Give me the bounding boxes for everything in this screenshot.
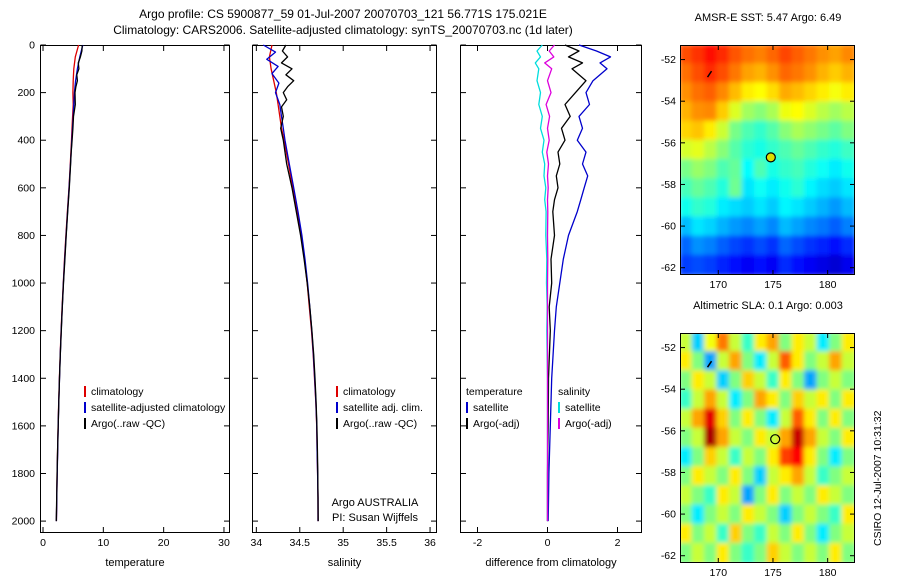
figure-title-line2: Climatology: CARS2006. Satellite-adjuste… xyxy=(113,23,573,37)
svg-text:-56: -56 xyxy=(661,137,676,149)
legend-item: Argo(..raw -QC) xyxy=(336,416,437,432)
legend-header: temperature xyxy=(466,386,523,398)
svg-text:1400: 1400 xyxy=(12,373,36,385)
svg-text:175: 175 xyxy=(764,567,782,579)
svg-text:-60: -60 xyxy=(661,509,676,521)
legend-item: climatology xyxy=(84,384,230,400)
svg-text:-60: -60 xyxy=(661,221,676,233)
difference-salinity-legend: salinity satellite Argo(-adj) xyxy=(558,384,612,432)
legend-item: satellite adj. clim. xyxy=(336,400,437,416)
legend-item: satellite-adjusted climatology xyxy=(84,400,230,416)
svg-text:1200: 1200 xyxy=(12,325,36,337)
svg-text:1600: 1600 xyxy=(12,420,36,432)
csiro-timestamp-watermark: CSIRO 12-Jul-2007 10:31:32 xyxy=(872,410,884,546)
svg-text:-54: -54 xyxy=(661,96,676,108)
svg-text:0: 0 xyxy=(29,40,35,52)
svg-text:34: 34 xyxy=(250,537,262,549)
salinity-axis-label: salinity xyxy=(327,557,362,569)
figure-title-line1: Argo profile: CS 5900877_59 01-Jul-2007 … xyxy=(139,7,547,21)
sla-map-panel: 170 175 180 -52 -54 -56 -58 -60 -62 xyxy=(661,333,855,579)
legend-color-sample xyxy=(84,418,86,429)
svg-text:35.5: 35.5 xyxy=(376,537,397,549)
legend-header: salinity xyxy=(558,386,591,398)
legend-item: climatology xyxy=(336,384,437,400)
svg-text:175: 175 xyxy=(764,279,782,291)
svg-text:800: 800 xyxy=(17,230,35,242)
legend-label: satellite-adjusted climatology xyxy=(91,402,226,414)
svg-text:35: 35 xyxy=(337,537,349,549)
argo-australia-annotation: Argo AUSTRALIA xyxy=(331,497,419,509)
svg-text:400: 400 xyxy=(17,135,35,147)
legend-color-sample xyxy=(336,386,338,397)
legend-item: Argo(-adj) xyxy=(466,416,523,432)
pi-annotation: PI: Susan Wijffels xyxy=(332,512,418,524)
legend-label: Argo(..raw -QC) xyxy=(343,418,418,430)
svg-text:-56: -56 xyxy=(661,425,676,437)
legend-label: climatology xyxy=(91,386,144,398)
legend-color-sample xyxy=(466,402,468,413)
sst-map-title: AMSR-E SST: 5.47 Argo: 6.49 xyxy=(694,12,842,24)
temperature-legend: climatology satellite-adjusted climatolo… xyxy=(84,384,230,432)
svg-text:180: 180 xyxy=(819,567,837,579)
svg-text:-58: -58 xyxy=(661,467,676,479)
legend-label: climatology xyxy=(343,386,396,398)
svg-text:-52: -52 xyxy=(661,54,676,66)
salinity-profile-panel: 34 34.5 35 35.5 36 xyxy=(250,44,437,549)
legend-color-sample xyxy=(84,402,86,413)
legend-item: satellite xyxy=(466,400,523,416)
legend-label: satellite adj. clim. xyxy=(343,402,423,414)
legend-label: Argo(-adj) xyxy=(565,418,612,430)
svg-text:0: 0 xyxy=(545,537,551,549)
svg-text:20: 20 xyxy=(158,537,170,549)
legend-label: satellite xyxy=(565,402,601,414)
svg-text:1800: 1800 xyxy=(12,468,36,480)
sst-map-panel: 170 175 180 -52 -54 -56 -58 -60 -62 xyxy=(661,45,855,291)
svg-text:10: 10 xyxy=(97,537,109,549)
legend-color-sample xyxy=(336,402,338,413)
svg-text:170: 170 xyxy=(710,279,728,291)
temperature-profile-panel: 0 10 20 30 0 200 400 600 800 1000 1200 1400 1600 1800… xyxy=(12,40,230,549)
svg-text:2000: 2000 xyxy=(12,516,36,528)
difference-temperature-legend: temperature satellite Argo(-adj) xyxy=(466,384,523,432)
salinity-legend: climatology satellite adj. clim. Argo(..… xyxy=(336,384,437,432)
svg-text:2: 2 xyxy=(615,537,621,549)
legend-color-sample xyxy=(84,386,86,397)
svg-text:36: 36 xyxy=(424,537,436,549)
svg-text:200: 200 xyxy=(17,87,35,99)
svg-text:34.5: 34.5 xyxy=(290,537,311,549)
svg-text:-54: -54 xyxy=(661,384,676,396)
legend-label: Argo(-adj) xyxy=(473,418,520,430)
svg-text:-62: -62 xyxy=(661,262,676,274)
legend-item: satellite xyxy=(558,400,612,416)
sla-map-title: Altimetric SLA: 0.1 Argo: 0.003 xyxy=(693,300,843,312)
legend-color-sample xyxy=(336,418,338,429)
svg-text:-2: -2 xyxy=(473,537,482,549)
svg-text:170: 170 xyxy=(710,567,728,579)
svg-text:30: 30 xyxy=(218,537,230,549)
legend-label: Argo(..raw -QC) xyxy=(91,418,166,430)
svg-text:180: 180 xyxy=(819,279,837,291)
legend-item: Argo(-adj) xyxy=(558,416,612,432)
legend-label: satellite xyxy=(473,402,509,414)
difference-profile-panel: -2 0 2 xyxy=(460,44,642,549)
svg-text:0: 0 xyxy=(40,537,46,549)
svg-text:600: 600 xyxy=(17,182,35,194)
svg-text:-58: -58 xyxy=(661,179,676,191)
legend-color-sample xyxy=(466,418,468,429)
difference-axis-label: difference from climatology xyxy=(485,557,617,569)
svg-text:-62: -62 xyxy=(661,550,676,562)
svg-text:-52: -52 xyxy=(661,342,676,354)
temperature-axis-label: temperature xyxy=(105,557,165,569)
svg-text:1000: 1000 xyxy=(12,278,36,290)
legend-color-sample xyxy=(558,418,560,429)
legend-color-sample xyxy=(558,402,560,413)
legend-item: Argo(..raw -QC) xyxy=(84,416,230,432)
